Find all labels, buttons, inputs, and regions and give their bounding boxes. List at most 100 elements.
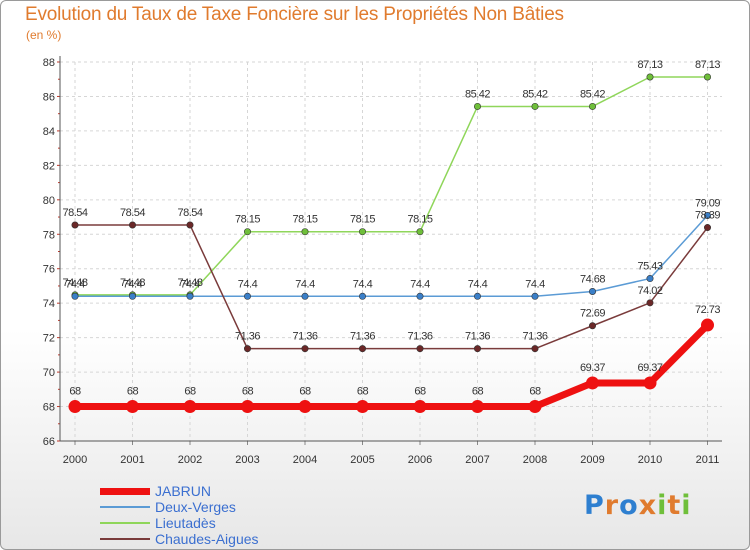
- data-label: 74.4: [123, 278, 143, 290]
- data-label: 74.48: [120, 277, 145, 289]
- x-tick-label: 2005: [350, 454, 374, 466]
- data-label: 68: [184, 386, 196, 398]
- y-tick-label: 82: [43, 160, 55, 172]
- data-point: [588, 102, 596, 110]
- data-label: 72.69: [580, 308, 605, 320]
- data-label: 78.15: [235, 214, 260, 226]
- data-point: [703, 73, 711, 81]
- data-label: 79.09: [695, 197, 720, 209]
- data-point: [586, 376, 599, 390]
- data-point: [186, 292, 194, 300]
- legend-label: Deux-Verges: [155, 499, 236, 515]
- data-point: [129, 292, 137, 300]
- data-point: [244, 345, 252, 353]
- data-point: [528, 400, 542, 414]
- legend-label: Lieutadès: [155, 515, 216, 531]
- x-tick-label: 2007: [465, 454, 489, 466]
- series-line-jabrun: [75, 322, 710, 411]
- data-label: 74.4: [468, 278, 488, 290]
- data-label: 68: [299, 386, 311, 398]
- data-point: [413, 400, 427, 414]
- data-label: 71.36: [235, 331, 260, 343]
- data-label: 72.73: [695, 304, 720, 316]
- data-label: 74.48: [62, 277, 87, 289]
- y-tick-label: 84: [43, 126, 55, 138]
- data-label: 68: [414, 386, 426, 398]
- data-label: 74.68: [580, 273, 605, 285]
- x-tick-label: 2009: [580, 454, 604, 466]
- logo-letter: o: [619, 490, 639, 521]
- data-label: 71.36: [465, 331, 490, 343]
- data-point: [358, 292, 366, 300]
- data-point: [703, 211, 711, 219]
- series-line-chaudes-aigues: [75, 224, 709, 350]
- data-point: [588, 287, 596, 295]
- logo-letter: x: [638, 490, 658, 521]
- data-point: [531, 345, 539, 353]
- data-label: 74.4: [238, 278, 258, 290]
- data-point: [129, 221, 137, 229]
- legend-label: JABRUN: [155, 483, 212, 499]
- data-label: 75.43: [637, 261, 662, 273]
- y-tick-label: 66: [43, 436, 55, 448]
- data-point: [71, 221, 79, 229]
- data-point: [301, 292, 309, 300]
- chart-subtitle: (en %): [26, 28, 62, 42]
- data-point: [416, 292, 424, 300]
- legend-swatch: [100, 506, 150, 508]
- y-tick-label: 86: [43, 91, 55, 103]
- data-label: 87.13: [637, 59, 662, 71]
- data-point: [701, 318, 714, 332]
- data-point: [244, 292, 252, 300]
- x-tick-label: 2004: [293, 454, 317, 466]
- data-label: 74.48: [177, 277, 202, 289]
- data-point: [646, 275, 654, 283]
- legend-swatch: [100, 488, 150, 495]
- data-point: [126, 400, 139, 414]
- y-tick-label: 76: [43, 264, 55, 276]
- data-point: [473, 292, 481, 300]
- data-label: 71.36: [350, 331, 375, 343]
- proxiti-logo: Proxiti: [584, 490, 692, 521]
- legend-swatch: [100, 522, 150, 524]
- data-label: 74.02: [637, 285, 662, 297]
- data-point: [643, 376, 657, 390]
- data-point: [183, 400, 197, 414]
- data-label: 74.4: [65, 278, 85, 290]
- data-point: [358, 228, 366, 236]
- series-line-lieutadès: [75, 76, 708, 296]
- data-point: [298, 400, 312, 414]
- data-point: [71, 292, 79, 300]
- y-tick-label: 70: [43, 367, 55, 379]
- data-label: 85.42: [580, 88, 605, 100]
- data-point: [703, 224, 711, 232]
- logo-letter: P: [584, 490, 605, 521]
- x-tick-label: 2011: [696, 454, 720, 466]
- data-point: [473, 102, 481, 110]
- data-point: [68, 400, 82, 414]
- data-label: 68: [529, 386, 541, 398]
- logo-letter: t: [667, 490, 682, 521]
- data-point: [301, 228, 309, 236]
- data-point: [358, 345, 366, 353]
- data-point: [531, 102, 539, 110]
- x-tick-label: 2001: [120, 454, 144, 466]
- data-label: 71.36: [407, 331, 432, 343]
- data-label: 69.37: [637, 362, 662, 374]
- data-label: 71.36: [292, 331, 317, 343]
- data-point: [531, 292, 539, 300]
- x-tick-label: 2002: [178, 454, 202, 466]
- data-point: [646, 73, 654, 81]
- data-label: 85.42: [465, 88, 490, 100]
- chart-title: Evolution du Taux de Taxe Foncière sur l…: [25, 4, 564, 25]
- data-label: 74.4: [295, 278, 315, 290]
- data-point: [301, 345, 309, 353]
- data-label: 71.36: [522, 331, 547, 343]
- logo-letter: i: [681, 490, 692, 521]
- data-label: 78.54: [62, 207, 87, 219]
- y-tick-label: 74: [43, 298, 55, 310]
- y-tick-label: 80: [43, 195, 55, 207]
- y-tick-label: 78: [43, 229, 55, 241]
- data-label: 74.4: [410, 278, 430, 290]
